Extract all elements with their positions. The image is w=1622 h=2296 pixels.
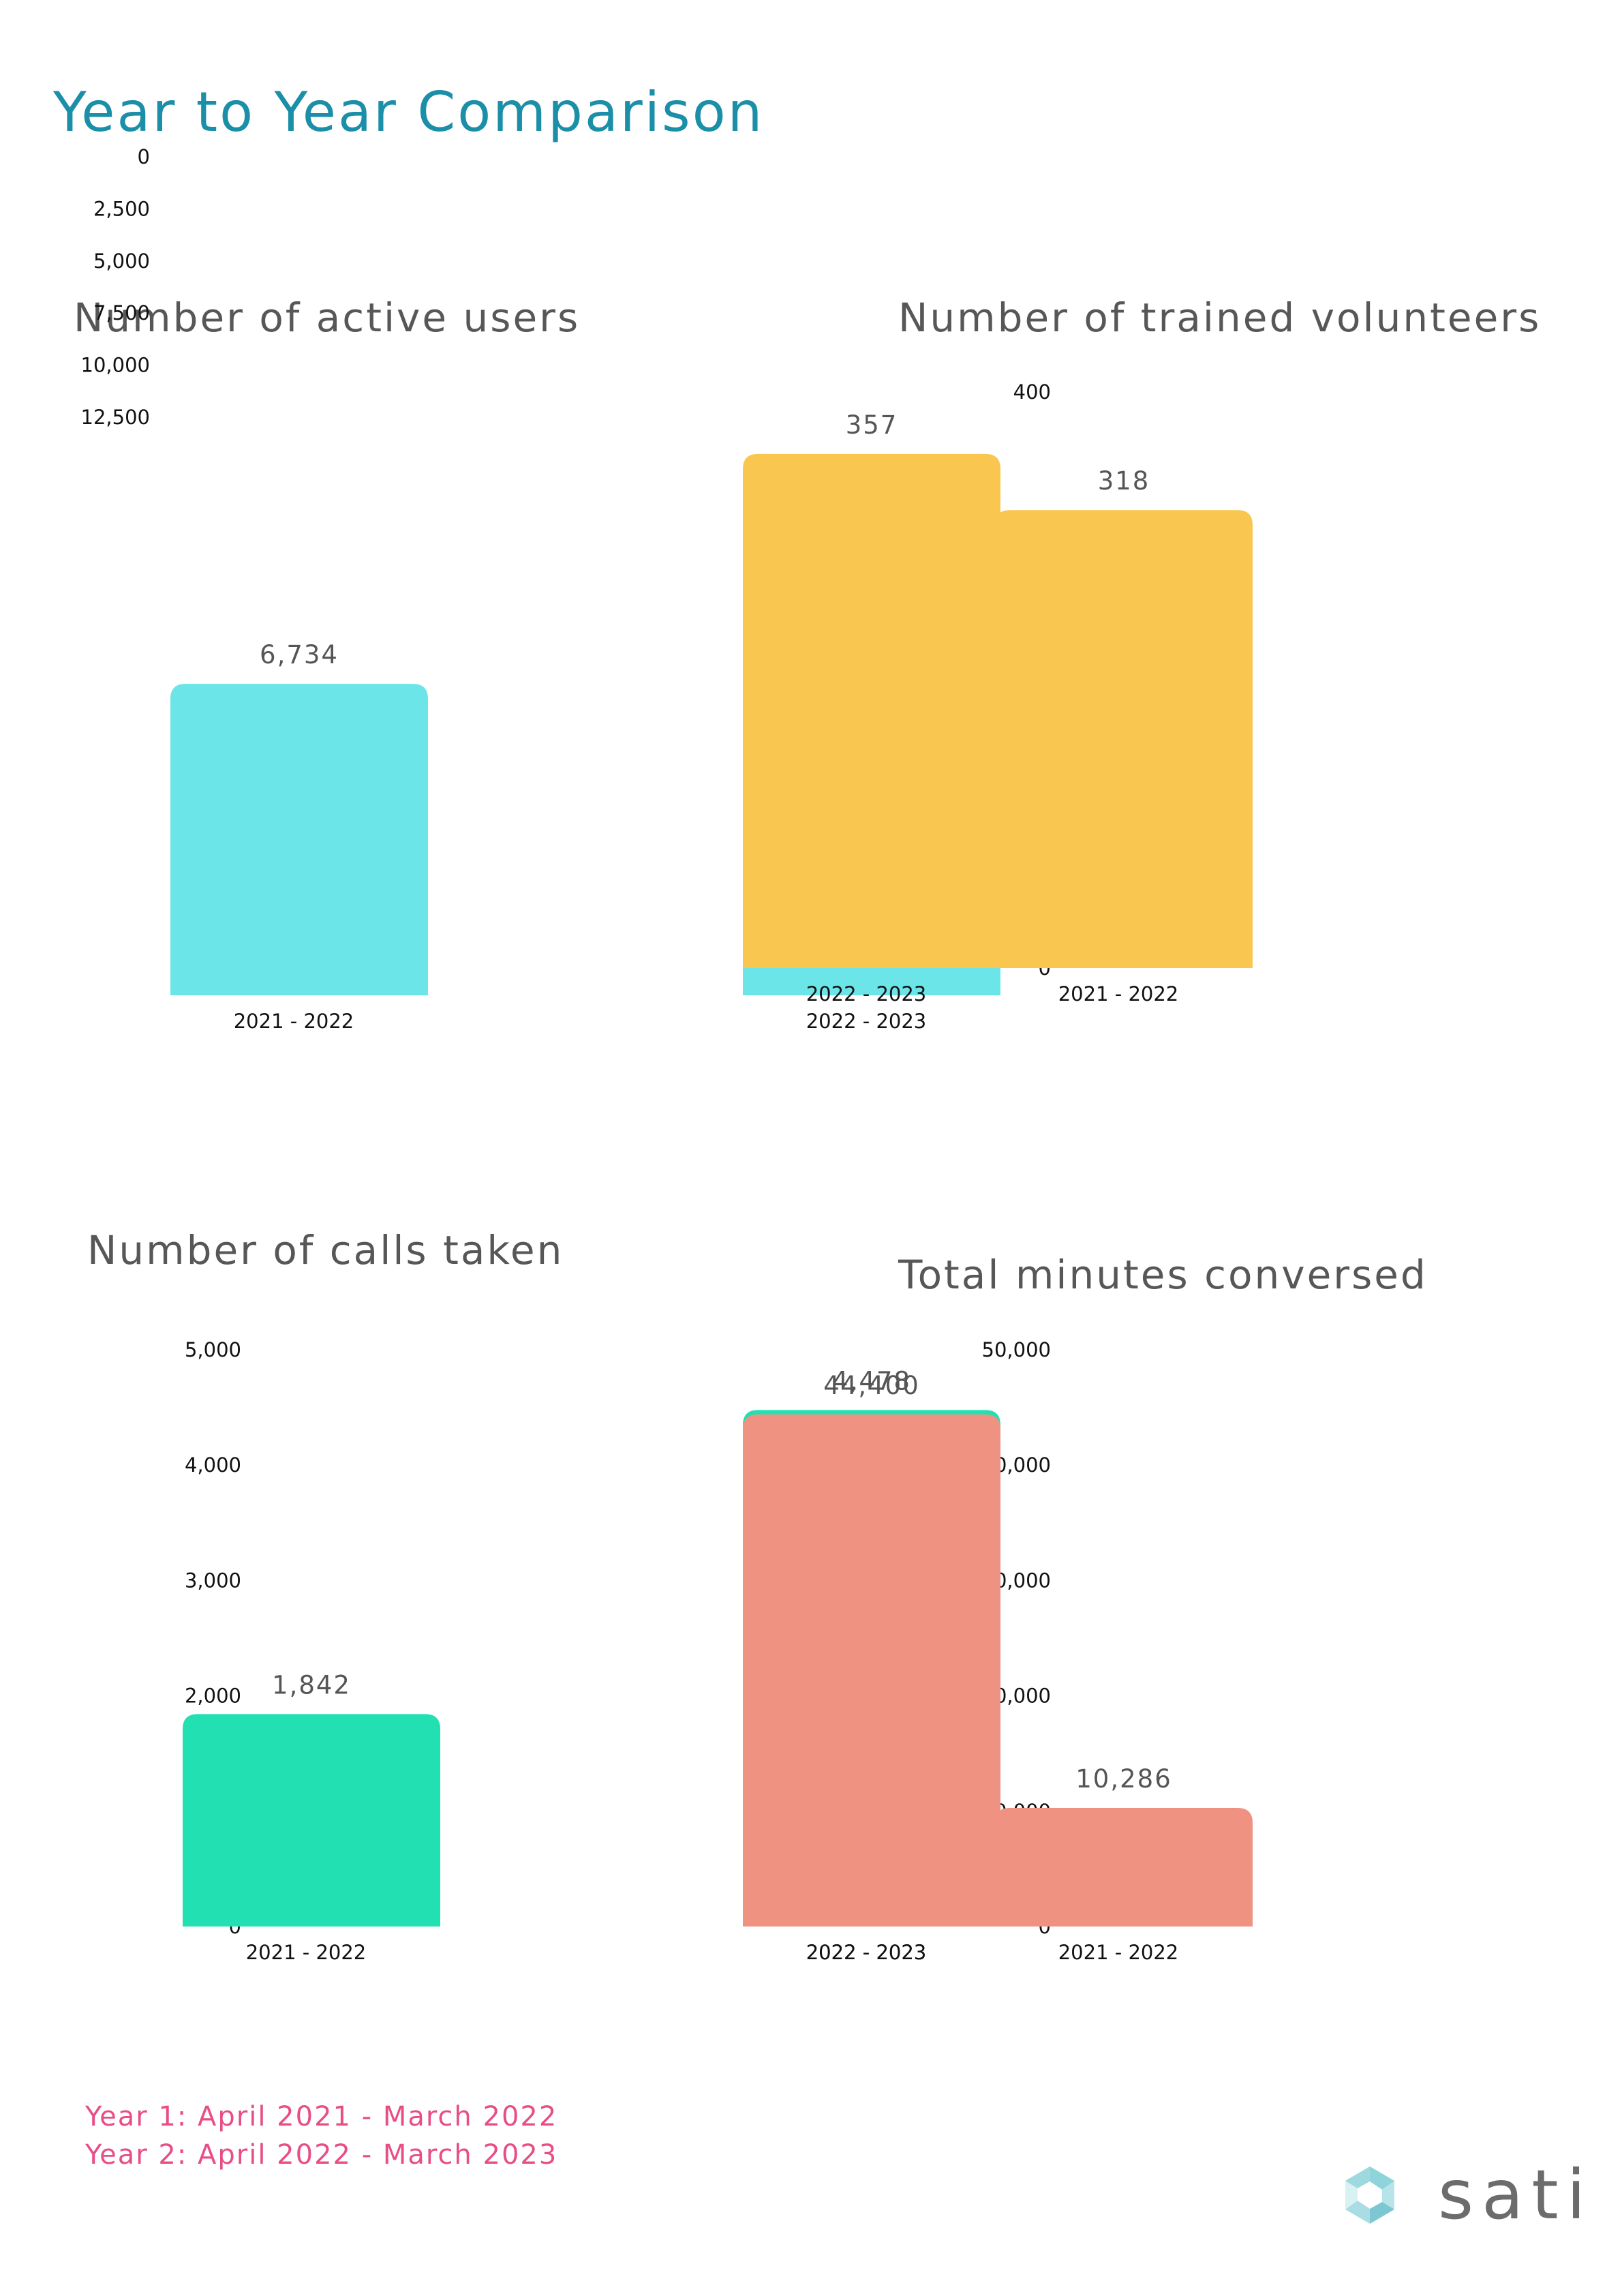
bar [995, 510, 1253, 968]
bar-value-label: 357 [846, 410, 898, 440]
x-category-label: 2021 - 2022 [1058, 1941, 1179, 1964]
chart-title-trained-volunteers: Number of trained volunteers [898, 294, 1542, 341]
footnote-year1: Year 1: April 2021 - March 2022 [85, 2101, 558, 2132]
bar-value-label: 44,400 [823, 1371, 919, 1400]
y-tick-label: 4,000 [185, 1453, 241, 1477]
bar [170, 684, 428, 995]
chart-title-minutes-conversed: Total minutes conversed [898, 1252, 1428, 1298]
page-title: Year to Year Comparison [53, 80, 765, 144]
bar-value-label: 6,734 [260, 640, 339, 669]
y-tick-label: 400 [1013, 380, 1051, 404]
y-tick-label: 5,000 [185, 1338, 241, 1361]
sati-logo-icon [1345, 2166, 1394, 2224]
bar [183, 1714, 440, 1927]
sati-logo: sati [1336, 2154, 1585, 2236]
y-tick-label: 5,000 [93, 250, 150, 273]
y-tick-label: 10,000 [81, 354, 150, 377]
y-tick-label: 3,000 [185, 1569, 241, 1592]
bar-value-label: 1,842 [272, 1670, 351, 1700]
x-category-label: 2021 - 2022 [234, 1010, 354, 1033]
x-category-label: 2021 - 2022 [246, 1941, 367, 1964]
x-category-label: 2022 - 2023 [806, 982, 927, 1006]
y-tick-label: 0 [138, 145, 150, 168]
bar [995, 1807, 1253, 1927]
y-tick-label: 2,500 [93, 197, 150, 220]
x-category-label: 2021 - 2022 [1058, 982, 1179, 1006]
bar-value-label: 4,478 [832, 1366, 911, 1395]
y-tick-label: 12,500 [81, 406, 150, 429]
bar [743, 453, 1000, 968]
y-tick-label: 2,000 [185, 1685, 241, 1708]
x-category-label: 2022 - 2023 [806, 1010, 927, 1033]
sati-logo-text: sati [1438, 2155, 1594, 2235]
bar-value-label: 318 [1098, 466, 1150, 496]
x-category-label: 2022 - 2023 [806, 1941, 927, 1964]
bar-value-label: 10,286 [1075, 1764, 1172, 1794]
x-category-label: 2022 - 2023 [806, 1941, 927, 1964]
y-tick-label: 50,000 [982, 1338, 1051, 1361]
footnote-year2: Year 2: April 2022 - March 2023 [85, 2139, 558, 2171]
y-tick-label: 7,500 [93, 301, 150, 324]
bar [743, 1414, 1000, 1927]
chart-title-active-users: Number of active users [74, 294, 581, 341]
chart-title-calls-taken: Number of calls taken [87, 1227, 564, 1273]
